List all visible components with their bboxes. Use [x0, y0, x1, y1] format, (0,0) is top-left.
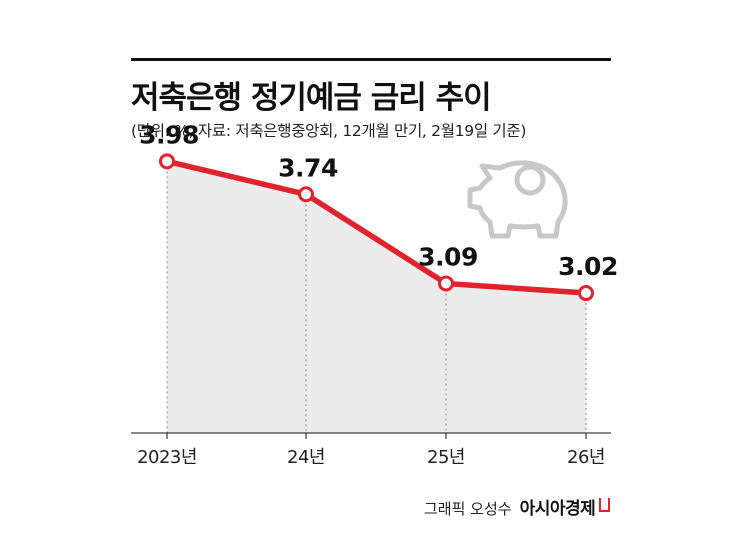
data-points — [159, 153, 594, 302]
x-tick-labels: 2023년 24년 25년 26년 — [137, 447, 605, 468]
piggy-bank-icon — [467, 160, 568, 239]
area-fill — [167, 161, 586, 433]
data-point-0 — [159, 153, 175, 170]
top-rule — [131, 58, 611, 61]
drop-lines — [131, 161, 611, 439]
data-point-2 — [438, 275, 454, 292]
x-tick-label-2: 25년 — [427, 447, 465, 468]
data-point-3 — [578, 285, 594, 302]
data-label-3: 3.02 — [558, 252, 618, 281]
chart-subtitle: (단위: %, 자료: 저축은행중앙회, 12개월 만기, 2월19일 기준) — [131, 122, 527, 140]
data-label-0: 3.98 — [139, 120, 199, 149]
data-label-1: 3.74 — [278, 153, 338, 182]
data-point-1 — [298, 186, 314, 203]
chart-title: 저축은행 정기예금 금리 추이 — [131, 80, 492, 116]
graphic-credit: 그래픽 오성수 — [424, 500, 512, 518]
brand-name: 아시아경제 — [519, 499, 596, 519]
credit: 그래픽 오성수 아시아경제 — [424, 494, 611, 519]
x-tick-label-1: 24년 — [287, 447, 325, 468]
x-tick-label-3: 26년 — [567, 447, 605, 468]
series-line-path — [164, 158, 589, 296]
chart-area-fill — [167, 161, 586, 433]
data-label-2: 3.09 — [418, 242, 478, 271]
series-line — [164, 158, 589, 296]
x-tick-label-0: 2023년 — [137, 447, 197, 468]
data-labels: 3.98 3.74 3.09 3.02 — [139, 120, 618, 281]
brand-mark-icon — [599, 498, 611, 512]
